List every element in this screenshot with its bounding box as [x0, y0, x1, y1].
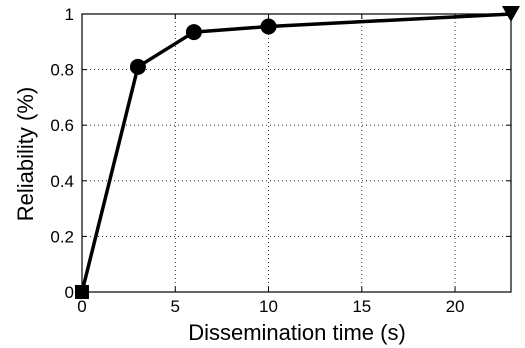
grid-lines [82, 14, 511, 292]
data-point-circle [129, 58, 146, 75]
x-axis-label: Dissemination time (s) [188, 320, 406, 345]
data-point-triangle [502, 6, 520, 22]
plot-area-frame [81, 13, 512, 293]
y-tick-label: 1 [65, 5, 74, 24]
x-tick-label: 0 [77, 297, 86, 316]
data-point-circle [185, 24, 202, 41]
x-tick-label: 15 [352, 297, 371, 316]
series-line [80, 12, 512, 293]
x-tick-label: 10 [259, 297, 278, 316]
data-point-square [75, 285, 89, 299]
y-tick-label: 0 [65, 283, 74, 302]
y-tick-label: 0.2 [50, 227, 74, 246]
y-tick-label: 0.8 [50, 61, 74, 80]
y-tick-label: 0.6 [50, 116, 74, 135]
tick-labels: 0 5 10 15 20 0 0.2 0.4 0.6 0.8 1 [50, 5, 464, 316]
y-axis-label: Reliability (%) [13, 87, 38, 221]
x-tick-label: 20 [446, 297, 465, 316]
x-tick-label: 5 [171, 297, 180, 316]
axis-ticks [81, 13, 511, 293]
series-group [75, 6, 520, 299]
y-tick-label: 0.4 [50, 172, 74, 191]
data-point-circle [260, 18, 277, 35]
